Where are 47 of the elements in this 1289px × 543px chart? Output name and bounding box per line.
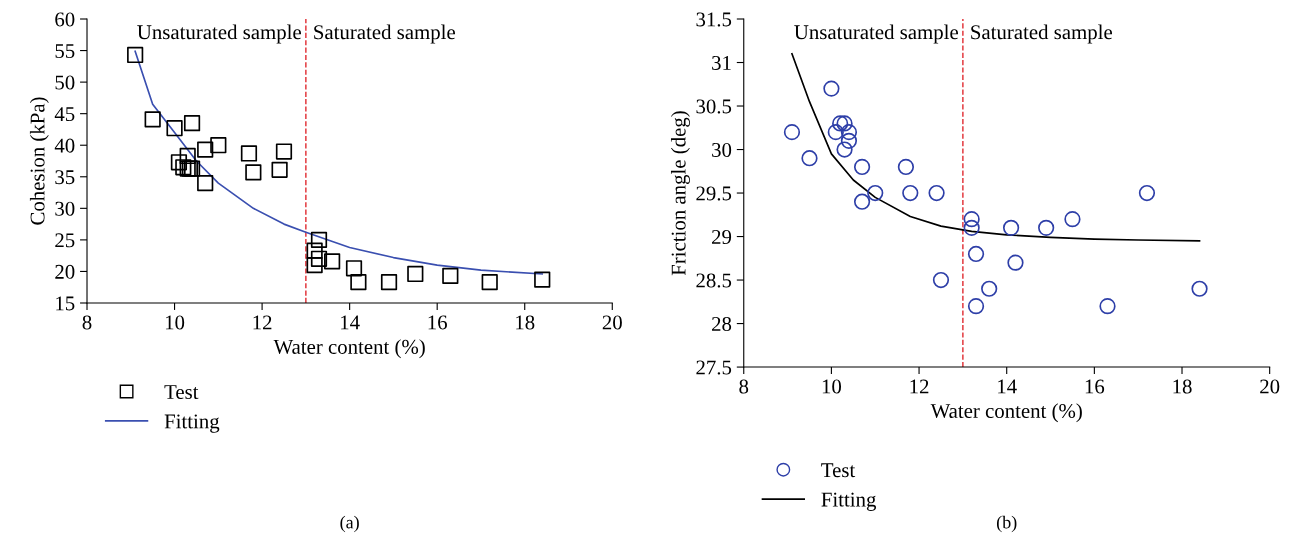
x-tick-label: 8	[82, 315, 92, 330]
annotation: Unsaturated sample	[794, 24, 958, 44]
y-tick-label: 25	[55, 233, 75, 248]
y-tick-label: 30.5	[696, 99, 732, 114]
x-tick-label: 20	[602, 315, 622, 330]
y-tick-label: 29	[712, 229, 732, 244]
y-tick-label: 15	[56, 296, 75, 311]
y-tick-label: 31	[712, 55, 731, 70]
x-tick-label: 10	[165, 315, 185, 330]
y-tick-label: 40	[54, 138, 75, 153]
text: (b)	[996, 515, 1017, 533]
y-tick-label: 31.5	[696, 12, 732, 27]
y-tick-label: 29.5	[696, 186, 732, 201]
y-tick-label: 28.5	[696, 273, 732, 288]
x-tick-label: 16	[428, 315, 447, 330]
annotation: Saturated sample	[314, 24, 455, 44]
x-tick-label: 14	[998, 379, 1017, 394]
legend-label: Fitting	[164, 414, 220, 433]
y-tick-label: 35	[55, 170, 75, 185]
x-tick-label: 20	[1260, 379, 1280, 394]
x-tick-label: 14	[341, 315, 360, 330]
y-tick-label: 45	[54, 107, 75, 122]
text: (a)	[340, 515, 359, 533]
x-axis-title: Water content (%)	[273, 339, 425, 359]
x-tick-label: 12	[910, 379, 929, 394]
x-tick-label: 18	[516, 315, 535, 330]
x-axis-title: Water content (%)	[930, 403, 1082, 423]
y-tick-label: 28	[712, 316, 732, 331]
y-tick-label: 60	[55, 12, 75, 27]
legend-label: Test	[164, 385, 199, 400]
x-tick-label: 16	[1085, 379, 1105, 394]
annotation: Unsaturated sample	[137, 24, 301, 44]
x-tick-label: 10	[822, 379, 842, 394]
x-tick-label: 12	[253, 315, 272, 330]
y-tick-label: 55	[55, 44, 75, 58]
legend-label: Test	[821, 463, 856, 478]
y-tick-label: 27.5	[696, 360, 732, 375]
y-tick-label: 20	[55, 264, 75, 279]
x-tick-label: 18	[1173, 379, 1192, 394]
legend-label: Fitting	[821, 492, 877, 511]
y-tick-label: 30	[55, 201, 75, 216]
x-tick-label: 8	[739, 379, 749, 394]
y-axis-title: Friction angle (deg)	[670, 111, 690, 276]
y-tick-label: 50	[55, 75, 75, 90]
annotation: Saturated sample	[971, 24, 1112, 44]
y-tick-label: 30	[712, 142, 732, 157]
y-axis-title: Cohesion (kPa)	[29, 97, 49, 225]
